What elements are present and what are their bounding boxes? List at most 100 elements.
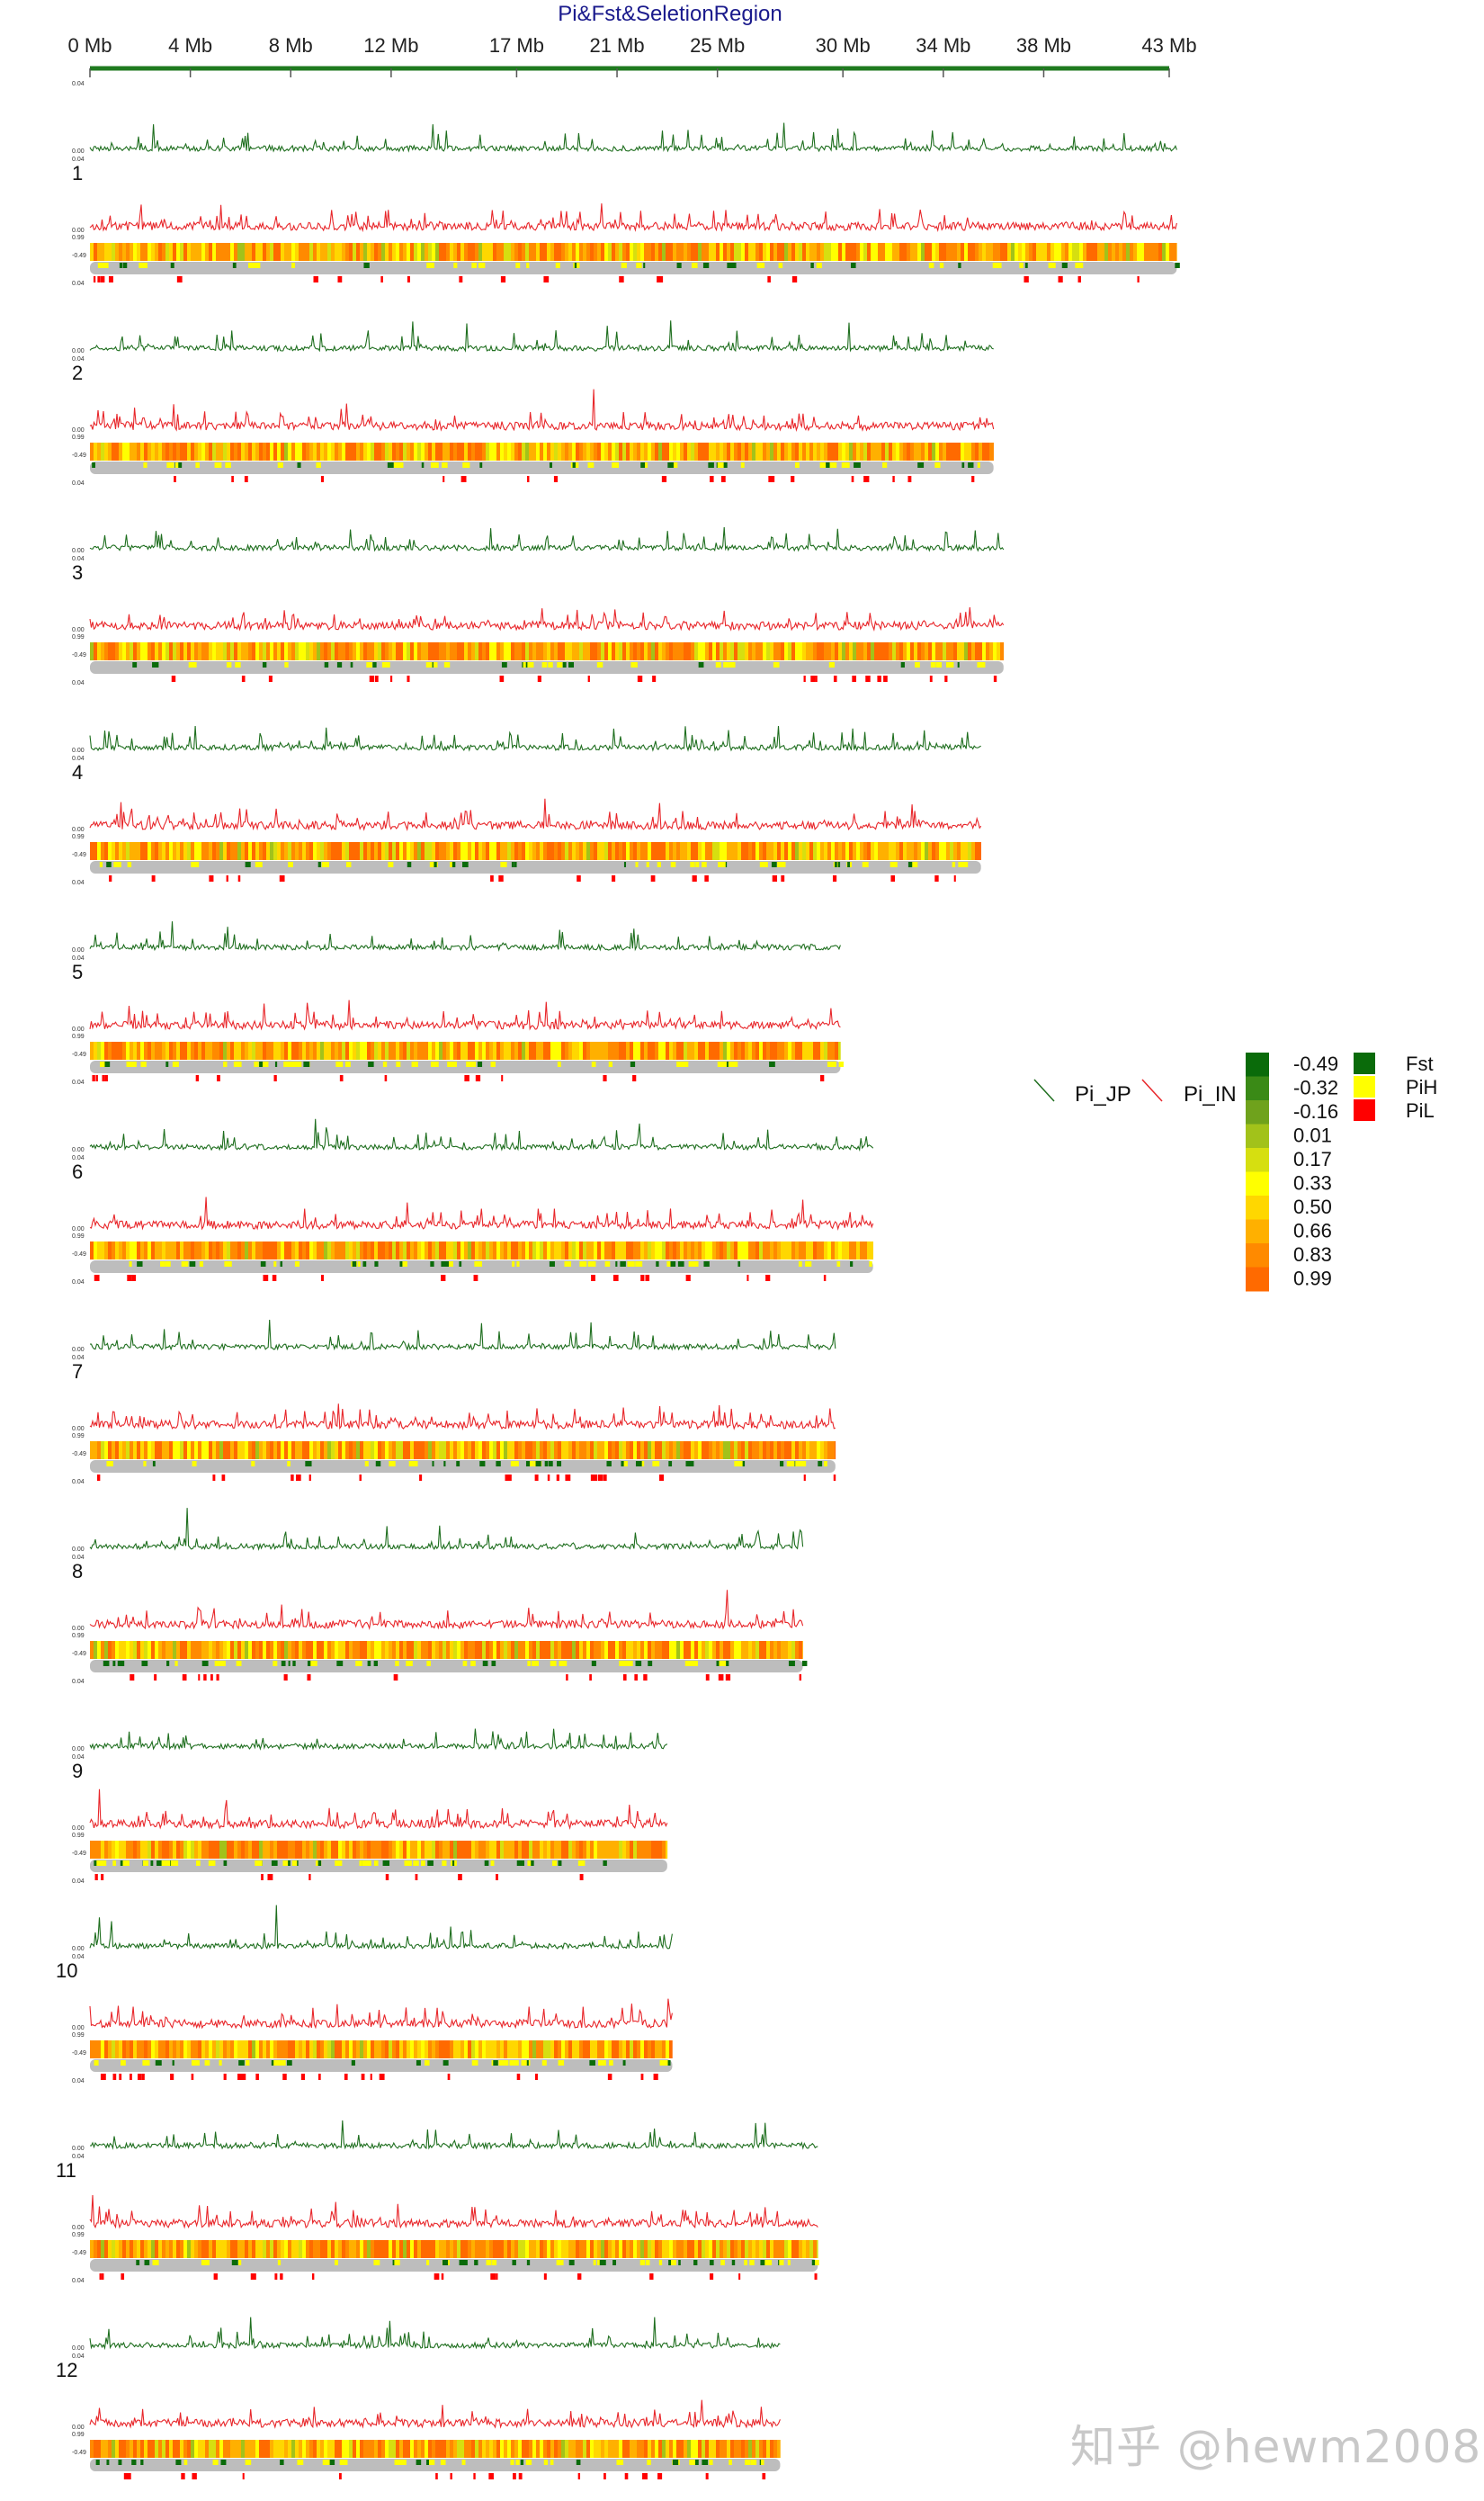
fst-top-label: 0.99 xyxy=(72,1433,85,1439)
pi-in-top-label: 0.04 xyxy=(72,1155,85,1161)
pi-in-top-label: 0.04 xyxy=(72,2353,85,2360)
pi-jp-line xyxy=(89,2120,818,2150)
fst-scale-swatch-8 xyxy=(1246,1243,1269,1268)
selection-marks xyxy=(99,862,969,882)
selection-region-bar xyxy=(90,262,1177,274)
fst-top-label: 0.99 xyxy=(72,1633,85,1639)
fst-heat-strip xyxy=(90,1042,841,1060)
chromosome-label-1: 1 xyxy=(72,162,83,184)
pi-in-zero-label: 0.00 xyxy=(72,1825,85,1832)
pi-in-line xyxy=(89,203,1177,233)
fst-heat-strip xyxy=(90,2040,673,2058)
chromosome-label-4: 4 xyxy=(72,761,83,784)
fst-heat-strip xyxy=(90,1242,873,1259)
selection-marks xyxy=(93,263,1180,282)
fst-bottom-label: -0.49 xyxy=(72,2250,86,2256)
pi-jp-top-label: 0.04 xyxy=(72,1878,85,1885)
x-axis: 0 Mb 4 Mb 8 Mb 12 Mb 17 Mb 21 Mb 25 Mb 30 Mb 34 … xyxy=(68,34,1197,77)
x-tick-label-10: 43 Mb xyxy=(1141,34,1196,57)
chromosome-5: 0.040.000.040.000.99-0.495 xyxy=(72,880,844,1081)
pi-jp-line xyxy=(89,1728,668,1752)
x-tick-label-2: 8 Mb xyxy=(269,34,313,57)
selection-region-bar xyxy=(90,2059,673,2072)
selection-marks xyxy=(92,1062,844,1081)
x-tick-label-6: 25 Mb xyxy=(690,34,745,57)
pi-in-top-label: 0.04 xyxy=(72,157,85,163)
pi-in-top-label: 0.04 xyxy=(72,356,85,363)
pi-jp-line xyxy=(89,320,994,353)
fst-scale-swatch-3 xyxy=(1246,1124,1269,1149)
chart-title: Pi&Fst&SeletionRegion xyxy=(558,2,782,26)
fst-scale-swatch-6 xyxy=(1246,1196,1269,1220)
legend: Pi_JP Pi_IN -0.49-0.32-0.160.010.170.330.5… xyxy=(1033,1053,1437,1292)
chromosome-3: 0.040.000.040.000.99-0.493 xyxy=(72,480,1005,682)
chromosome-label-2: 2 xyxy=(72,362,83,384)
fst-scale-swatch-4 xyxy=(1246,1148,1269,1172)
x-tick-label-8: 34 Mb xyxy=(916,34,970,57)
fst-scale-swatch-2 xyxy=(1246,1100,1269,1125)
fst-top-label: 0.99 xyxy=(72,235,85,241)
chromosome-8: 0.040.000.040.000.99-0.498 xyxy=(72,1479,808,1681)
fst-scale-label-2: -0.16 xyxy=(1293,1100,1338,1123)
pi-jp-top-label: 0.04 xyxy=(72,81,85,87)
fst-scale-swatch-1 xyxy=(1246,1076,1269,1101)
legend-pi-jp-label: Pi_JP xyxy=(1075,1082,1131,1107)
pi-in-zero-label: 0.00 xyxy=(72,2025,85,2031)
selection-region-bar xyxy=(90,861,981,874)
fst-heat-strip xyxy=(90,2240,818,2258)
pi-jp-zero-label: 0.00 xyxy=(72,1546,85,1553)
fst-scale-label-0: -0.49 xyxy=(1293,1053,1338,1075)
pi-in-line xyxy=(89,1403,836,1431)
pi-jp-top-label: 0.04 xyxy=(72,2078,85,2084)
region-legend-swatch-0 xyxy=(1354,1053,1375,1074)
selection-region-bar xyxy=(90,1460,836,1473)
pi-in-top-label: 0.04 xyxy=(72,756,85,762)
pi-jp-zero-label: 0.00 xyxy=(72,2345,85,2352)
selection-marks xyxy=(99,2260,819,2280)
pi-in-top-label: 0.04 xyxy=(72,1555,85,1561)
pi-in-top-label: 0.04 xyxy=(72,955,85,962)
fst-top-label: 0.99 xyxy=(72,1034,85,1040)
pi-in-top-label: 0.04 xyxy=(72,1954,85,1960)
legend-pi-jp-swatch xyxy=(1033,1079,1055,1102)
selection-marks xyxy=(95,2460,766,2479)
fst-heat-strip xyxy=(90,1641,803,1659)
selection-region-bar xyxy=(90,1061,841,1073)
pi-jp-top-label: 0.04 xyxy=(72,1080,85,1086)
pi-in-zero-label: 0.00 xyxy=(72,1226,85,1233)
fst-heat-strip xyxy=(90,243,1177,261)
fst-bottom-label: -0.49 xyxy=(72,852,86,858)
legend-pi-in-label: Pi_IN xyxy=(1184,1082,1237,1107)
fst-scale-swatch-0 xyxy=(1246,1053,1269,1077)
selection-marks xyxy=(94,1860,607,1880)
chromosome-label-3: 3 xyxy=(72,561,83,584)
chromosome-label-6: 6 xyxy=(72,1161,83,1183)
chromosome-label-12: 12 xyxy=(56,2359,77,2381)
pi-jp-line xyxy=(89,1508,804,1552)
fst-top-label: 0.99 xyxy=(72,1833,85,1839)
chromosome-1: 0.040.000.040.000.99-0.491 xyxy=(72,81,1180,282)
pi-in-line xyxy=(89,798,982,831)
pi-jp-top-label: 0.04 xyxy=(72,680,85,686)
selection-marks xyxy=(132,662,997,682)
pi-jp-top-label: 0.04 xyxy=(72,880,85,886)
fst-scale-swatch-9 xyxy=(1246,1267,1269,1292)
x-tick-label-5: 21 Mb xyxy=(589,34,644,57)
pi-in-zero-label: 0.00 xyxy=(72,627,85,633)
fst-bottom-label: -0.49 xyxy=(72,1251,86,1258)
pi-in-zero-label: 0.00 xyxy=(72,1426,85,1432)
region-legend-swatch-1 xyxy=(1354,1076,1375,1098)
pi-in-top-label: 0.04 xyxy=(72,1355,85,1361)
chromosome-2: 0.040.000.040.000.99-0.492 xyxy=(72,281,995,482)
fst-heat-strip xyxy=(90,443,994,461)
pi-jp-zero-label: 0.00 xyxy=(72,548,85,554)
x-tick-label-3: 12 Mb xyxy=(363,34,418,57)
region-legend-swatch-2 xyxy=(1354,1099,1375,1121)
fst-bottom-label: -0.49 xyxy=(72,2450,86,2456)
fst-top-label: 0.99 xyxy=(72,1233,85,1240)
chromosome-4: 0.040.000.040.000.99-0.494 xyxy=(72,680,982,882)
chromosome-label-11: 11 xyxy=(56,2159,76,2182)
fst-bottom-label: -0.49 xyxy=(72,2050,86,2057)
pi-jp-line xyxy=(89,921,841,952)
